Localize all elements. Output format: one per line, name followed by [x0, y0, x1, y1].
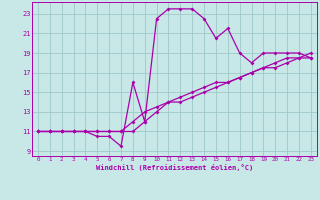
X-axis label: Windchill (Refroidissement éolien,°C): Windchill (Refroidissement éolien,°C) — [96, 164, 253, 171]
